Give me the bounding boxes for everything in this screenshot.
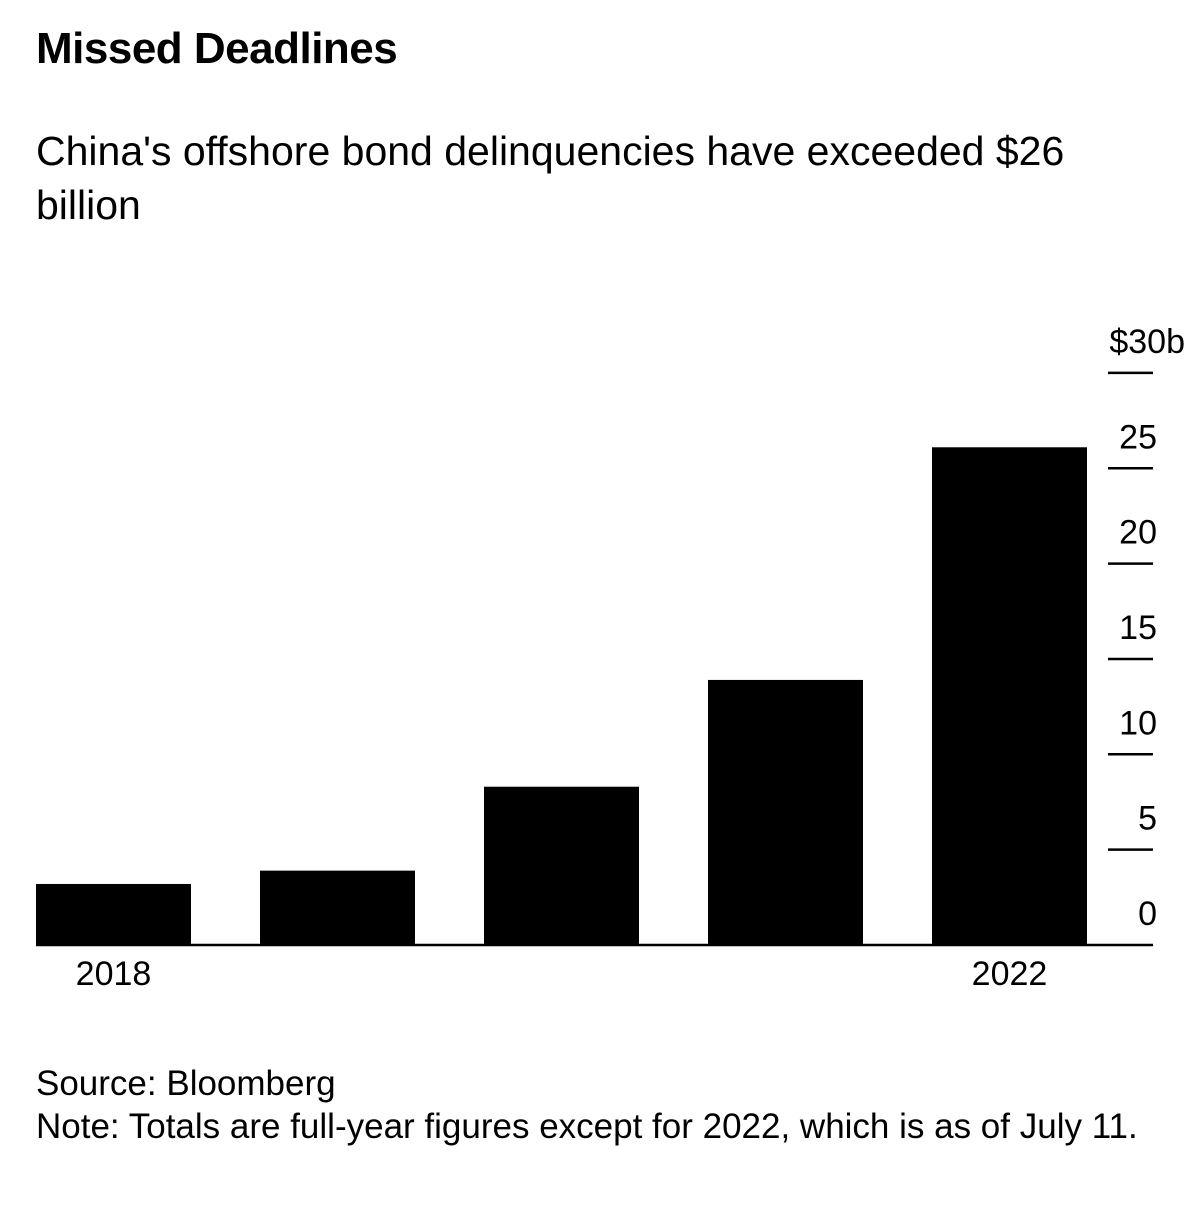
- source-text: Source: Bloomberg: [36, 1064, 336, 1103]
- chart-footer: Source: Bloomberg Note: Totals are full-…: [36, 1062, 1176, 1148]
- chart-subtitle: China's offshore bond delinquencies have…: [36, 128, 1065, 228]
- y-tick-label-25: 25: [1119, 418, 1157, 456]
- y-tick-label-0: 0: [1138, 895, 1157, 933]
- y-tick-label-20: 20: [1119, 514, 1157, 552]
- y-tick-label-30: $30b: [1109, 323, 1185, 361]
- y-tick-label-15: 15: [1119, 609, 1157, 647]
- bar-2019: [260, 870, 415, 945]
- bar-chart: 0 5 10 15 20 25 $30b 2018 2022: [36, 323, 1185, 993]
- chart-title: Missed Deadlines: [36, 24, 398, 73]
- y-tick-label-10: 10: [1119, 704, 1157, 742]
- x-tick-label-2018: 2018: [76, 955, 152, 993]
- bars-group: [36, 447, 1087, 945]
- x-axis: 2018 2022: [76, 955, 1048, 993]
- bar-2022: [932, 447, 1087, 945]
- bar-2018: [36, 883, 191, 945]
- bar-2020: [484, 786, 639, 945]
- y-axis: 0 5 10 15 20 25 $30b: [1108, 323, 1185, 933]
- y-tick-label-5: 5: [1138, 800, 1157, 838]
- bar-2021: [708, 679, 863, 945]
- x-tick-label-2022: 2022: [972, 955, 1048, 993]
- note-text: Note: Totals are full-year figures excep…: [36, 1107, 1138, 1146]
